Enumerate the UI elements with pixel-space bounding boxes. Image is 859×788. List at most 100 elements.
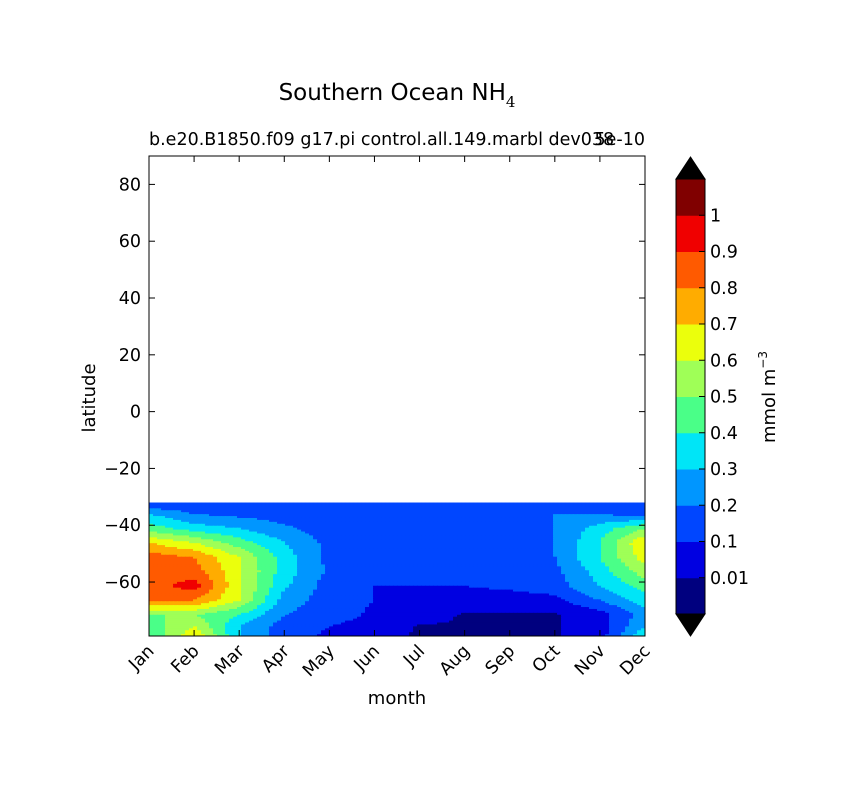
heatmap-cell <box>185 523 190 527</box>
heatmap-cell <box>257 506 262 509</box>
heatmap-cell <box>185 568 190 571</box>
heatmap-cell <box>477 517 482 521</box>
heatmap-cell <box>397 574 402 577</box>
heatmap-cell <box>333 568 338 571</box>
heatmap-cell <box>249 510 254 513</box>
heatmap-cell <box>329 525 334 529</box>
heatmap-cell <box>561 566 566 569</box>
heatmap-cell <box>185 516 190 519</box>
heatmap-cell <box>233 512 238 515</box>
heatmap-cell <box>233 576 238 579</box>
heatmap-cell <box>521 572 526 575</box>
heatmap-cell <box>585 504 590 507</box>
heatmap-cell <box>561 529 566 533</box>
heatmap-cell <box>425 519 430 523</box>
heatmap-cell <box>177 572 182 575</box>
heatmap-cell <box>233 547 238 550</box>
heatmap-cell <box>397 531 402 535</box>
heatmap-cell <box>309 516 314 519</box>
heatmap-cell <box>317 554 322 558</box>
heatmap-cell <box>589 554 594 558</box>
heatmap-cell <box>393 566 398 569</box>
heatmap-cell <box>533 570 538 573</box>
heatmap-cell <box>541 512 546 515</box>
heatmap-cell <box>185 508 190 511</box>
heatmap-cell <box>445 519 450 523</box>
heatmap-cell <box>425 578 430 581</box>
heatmap-cell <box>557 502 562 506</box>
heatmap-cell <box>341 527 346 531</box>
heatmap-cell <box>229 510 234 513</box>
heatmap-cell <box>541 548 546 552</box>
heatmap-cell <box>545 558 550 562</box>
heatmap-cell <box>381 521 386 525</box>
heatmap-cell <box>381 543 386 546</box>
heatmap-cell <box>205 504 210 507</box>
heatmap-cell <box>581 516 586 519</box>
heatmap-cell <box>149 576 154 579</box>
heatmap-cell <box>601 504 606 507</box>
heatmap-cell <box>533 535 538 538</box>
heatmap-cell <box>597 531 602 535</box>
heatmap-cell <box>601 562 606 566</box>
heatmap-cell <box>565 529 570 533</box>
heatmap-cell <box>633 535 638 538</box>
heatmap-cell <box>501 525 506 529</box>
heatmap-cell <box>521 531 526 535</box>
heatmap-cell <box>489 502 494 506</box>
heatmap-cell <box>625 560 630 564</box>
heatmap-cell <box>585 512 590 515</box>
heatmap-cell <box>529 519 534 523</box>
heatmap-cell <box>497 570 502 573</box>
heatmap-cell <box>641 525 645 529</box>
heatmap-cell <box>537 529 542 533</box>
heatmap-cell <box>609 514 614 517</box>
heatmap-cell <box>557 550 562 554</box>
heatmap-cell <box>577 566 582 569</box>
heatmap-cell <box>409 533 414 537</box>
heatmap-cell <box>573 523 578 527</box>
heatmap-cell <box>341 521 346 525</box>
heatmap-cell <box>553 541 558 544</box>
heatmap-cell <box>441 523 446 527</box>
heatmap-cell <box>517 517 522 521</box>
heatmap-cell <box>153 556 158 560</box>
heatmap-cell <box>157 514 162 517</box>
heatmap-cell <box>485 564 490 567</box>
heatmap-cell <box>457 576 462 579</box>
heatmap-cell <box>605 568 610 571</box>
heatmap-cell <box>357 568 362 571</box>
heatmap-cell <box>469 558 474 562</box>
heatmap-cell <box>489 543 494 546</box>
heatmap-cell <box>225 572 230 575</box>
heatmap-cell <box>545 570 550 573</box>
heatmap-cell <box>261 547 266 550</box>
heatmap-cell <box>277 504 282 507</box>
heatmap-cell <box>401 517 406 521</box>
heatmap-cell <box>221 545 226 548</box>
heatmap-cell <box>561 514 566 517</box>
heatmap-cell <box>613 554 618 558</box>
heatmap-cell <box>597 548 602 552</box>
heatmap-cell <box>201 531 206 535</box>
heatmap-cell <box>493 550 498 554</box>
heatmap-cell <box>593 547 598 550</box>
heatmap-cell <box>353 543 358 546</box>
heatmap-cell <box>373 517 378 521</box>
heatmap-cell <box>153 517 158 521</box>
heatmap-cell <box>201 554 206 558</box>
heatmap-cell <box>609 541 614 544</box>
heatmap-cell <box>409 568 414 571</box>
heatmap-cell <box>305 541 310 544</box>
heatmap-cell <box>489 541 494 544</box>
heatmap-cell <box>533 504 538 507</box>
heatmap-cell <box>397 537 402 540</box>
heatmap-cell <box>417 564 422 567</box>
heatmap-cell <box>637 576 642 579</box>
heatmap-cell <box>569 502 574 506</box>
heatmap-cell <box>353 533 358 537</box>
heatmap-cell <box>465 574 470 577</box>
heatmap-cell <box>545 510 550 513</box>
heatmap-cell <box>441 547 446 550</box>
heatmap-cell <box>277 566 282 569</box>
